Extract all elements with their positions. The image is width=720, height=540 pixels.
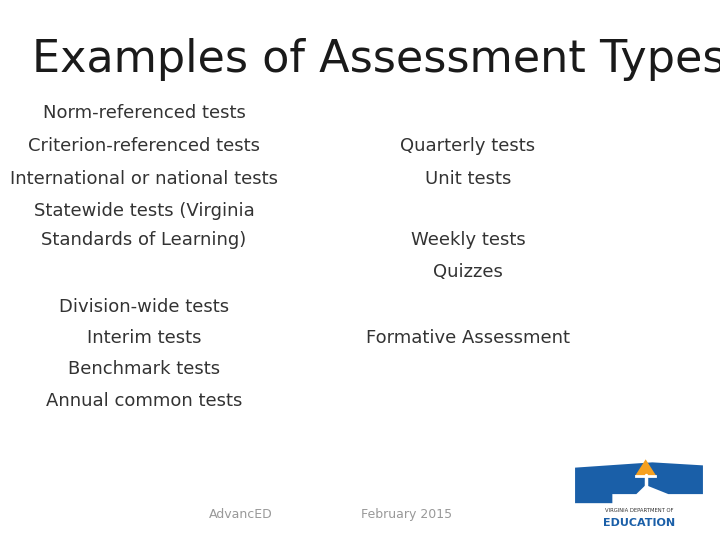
Text: Benchmark tests: Benchmark tests xyxy=(68,360,220,379)
Text: International or national tests: International or national tests xyxy=(10,170,278,188)
Text: Annual common tests: Annual common tests xyxy=(46,392,242,410)
Text: Formative Assessment: Formative Assessment xyxy=(366,329,570,347)
Text: Interim tests: Interim tests xyxy=(86,329,202,347)
Text: VIRGINIA DEPARTMENT OF: VIRGINIA DEPARTMENT OF xyxy=(605,508,673,513)
Text: February 2015: February 2015 xyxy=(361,508,452,521)
Polygon shape xyxy=(575,462,703,503)
Text: Norm-referenced tests: Norm-referenced tests xyxy=(42,104,246,123)
Text: AdvancED: AdvancED xyxy=(210,508,273,521)
Text: Criterion-referenced tests: Criterion-referenced tests xyxy=(28,137,260,155)
Text: Unit tests: Unit tests xyxy=(425,170,511,188)
Text: Weekly tests: Weekly tests xyxy=(410,231,526,249)
Text: Examples of Assessment Types (a): Examples of Assessment Types (a) xyxy=(32,38,720,81)
Text: EDUCATION: EDUCATION xyxy=(603,518,675,528)
Text: Quizzes: Quizzes xyxy=(433,262,503,281)
Text: Division-wide tests: Division-wide tests xyxy=(59,298,229,316)
Text: Standards of Learning): Standards of Learning) xyxy=(41,231,247,249)
Text: Statewide tests (Virginia: Statewide tests (Virginia xyxy=(34,201,254,220)
Polygon shape xyxy=(635,460,657,476)
Text: Quarterly tests: Quarterly tests xyxy=(400,137,536,155)
